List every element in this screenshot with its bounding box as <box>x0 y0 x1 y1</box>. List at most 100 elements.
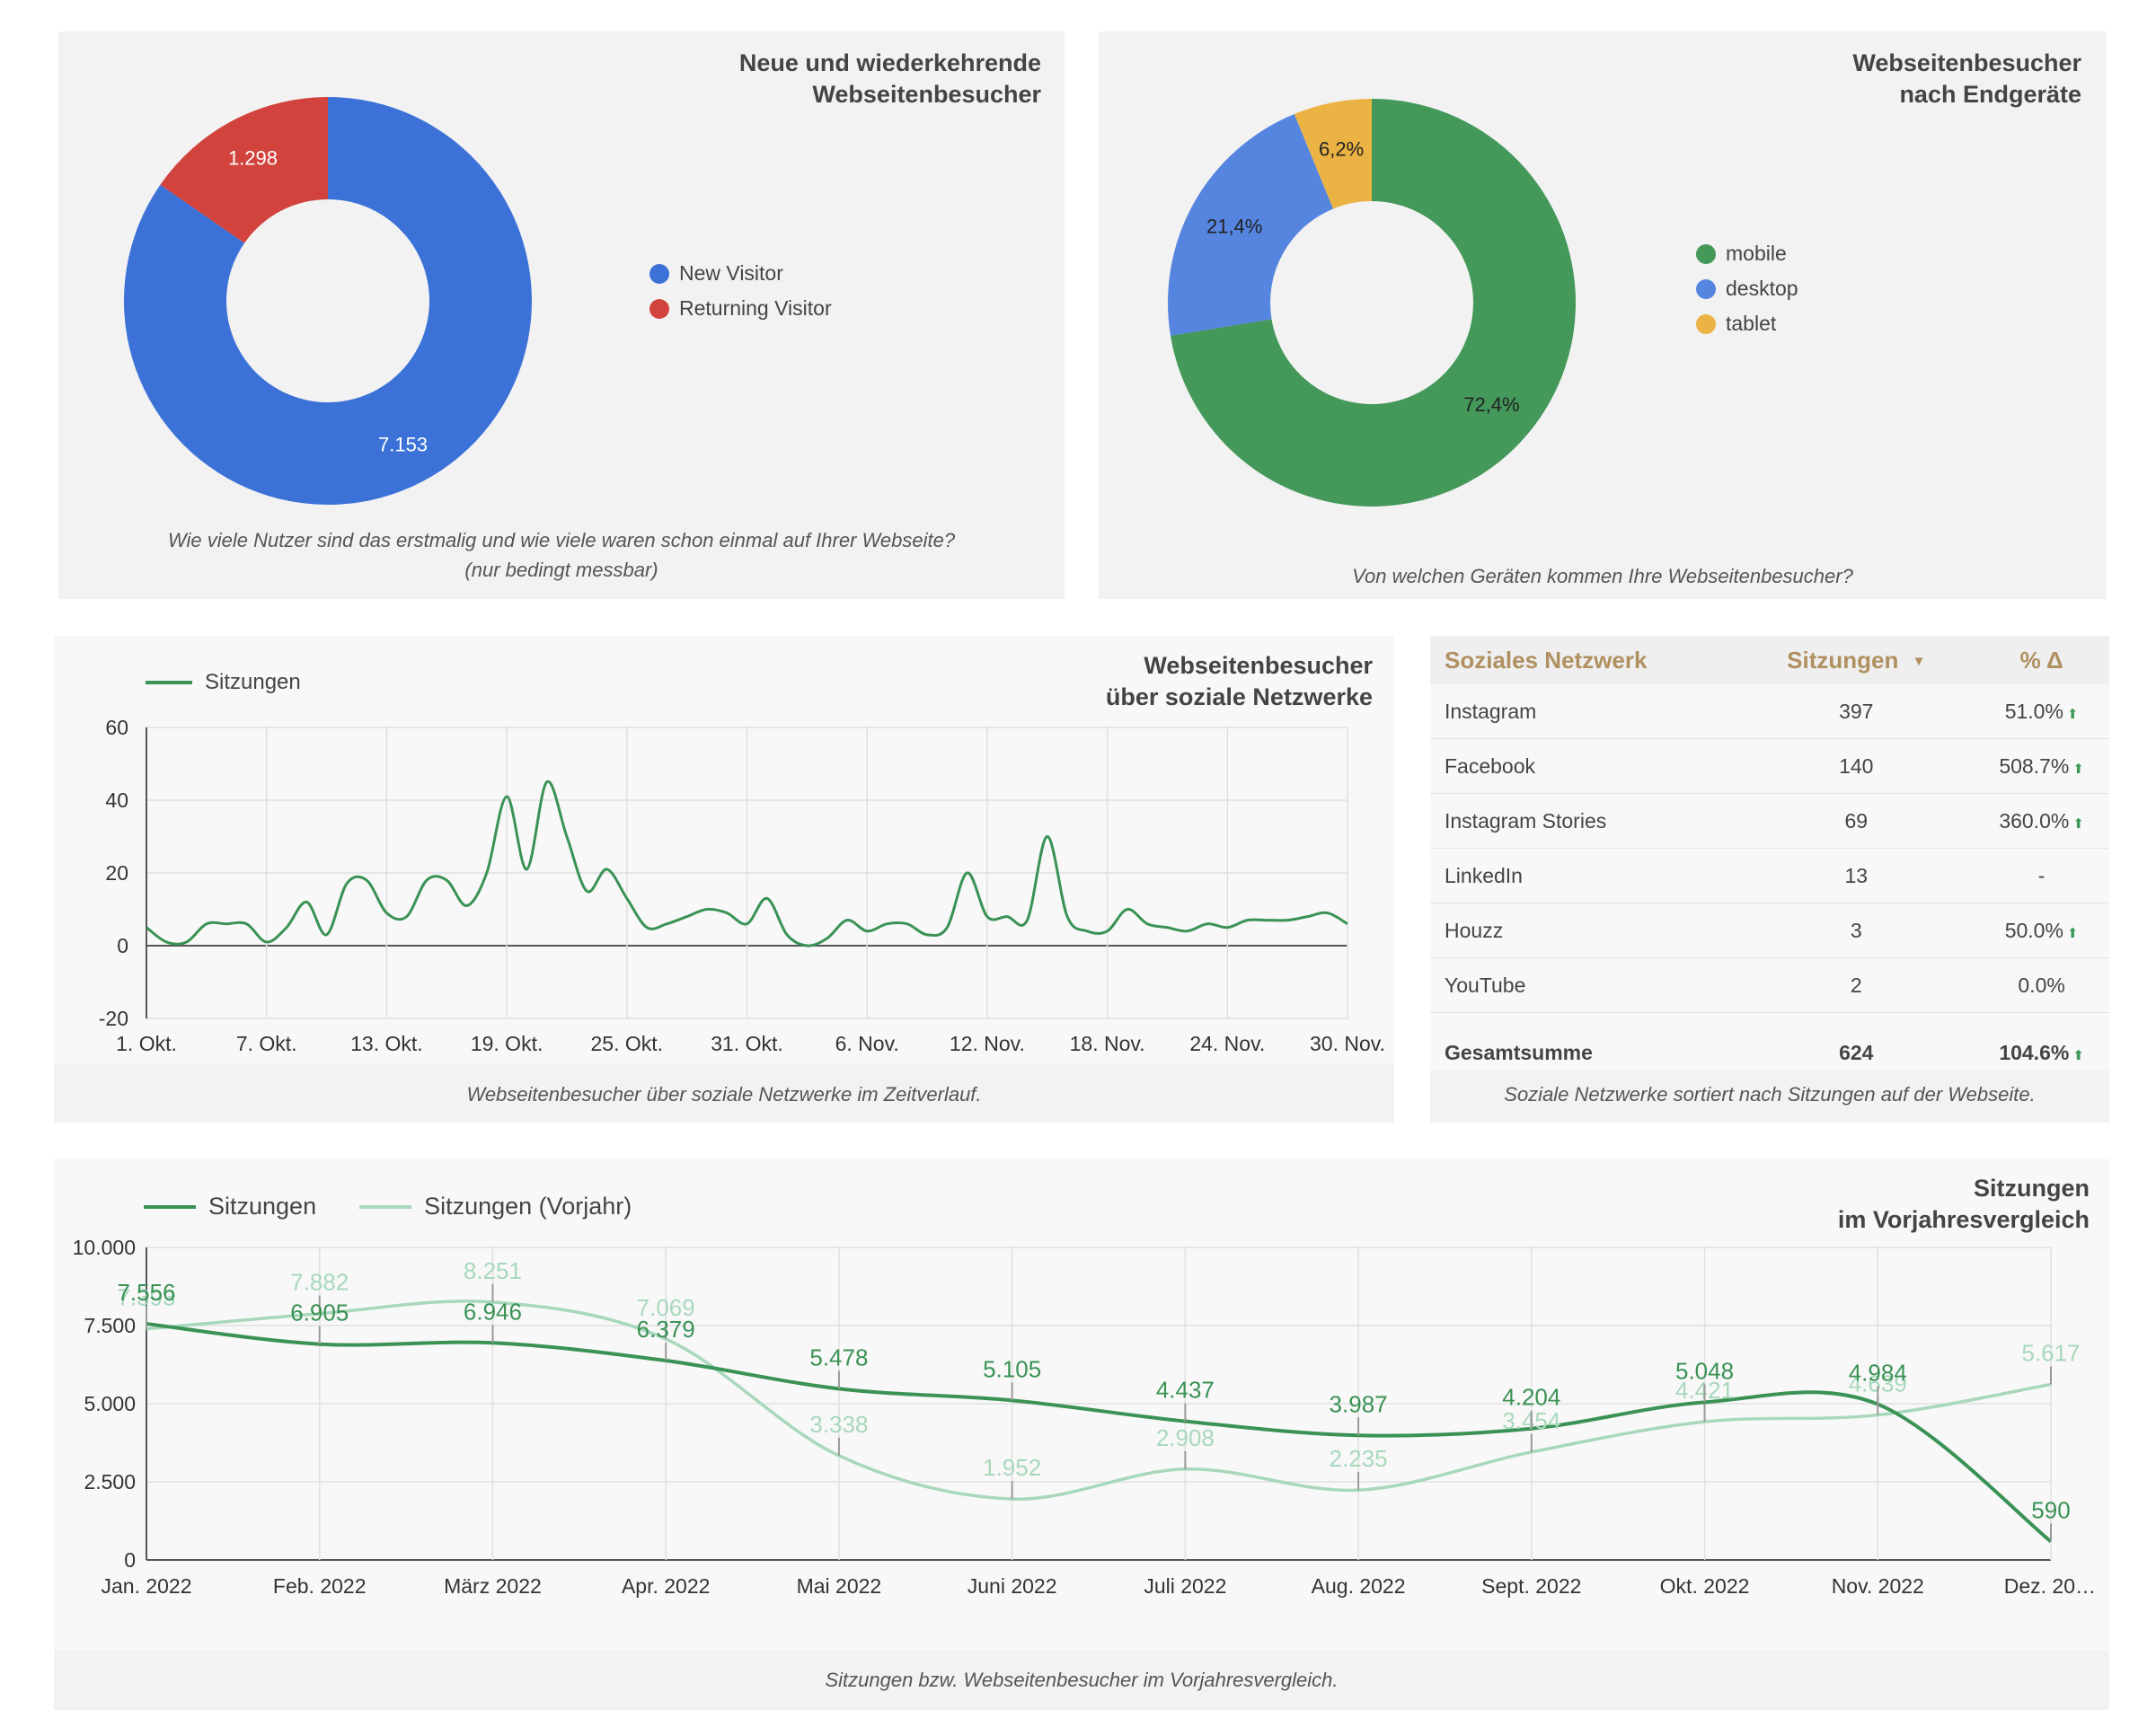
legend-swatch <box>146 681 192 684</box>
table-header-row: Soziales Netzwerk Sitzungen ▼ % Δ <box>1430 636 2109 684</box>
title-line-2: Webseitenbesucher <box>812 81 1041 108</box>
data-label: 8.251 <box>464 1257 522 1284</box>
x-tick-label: Juli 2022 <box>1144 1574 1226 1598</box>
panel-caption: Sitzungen bzw. Webseitenbesucher im Vorj… <box>825 1669 1339 1691</box>
y-tick-label: 2.500 <box>84 1470 136 1494</box>
legend-item-sitzungen[interactable]: Sitzungen <box>146 670 301 695</box>
social-line-legend: Sitzungen <box>146 670 344 695</box>
legend-item-tablet[interactable]: tablet <box>1696 306 1798 341</box>
column-header-network[interactable]: Soziales Netzwerk <box>1430 636 1739 684</box>
panel-caption: Webseitenbesucher über soziale Netzwerke… <box>466 1083 982 1106</box>
table-row[interactable]: Facebook 140 508.7% ⬆ <box>1430 738 2109 794</box>
x-tick-label: März 2022 <box>444 1574 542 1598</box>
devices-legend: mobile desktop tablet <box>1696 236 1798 341</box>
y-tick-label: 60 <box>105 716 128 739</box>
legend-swatch <box>1696 243 1716 264</box>
slice-label-tablet: 6,2% <box>1319 137 1364 160</box>
chart-area <box>54 1159 2109 1651</box>
data-label: 2.908 <box>1156 1424 1215 1451</box>
panel-title: Webseitenbesucher nach Endgeräte <box>1852 48 2081 110</box>
table-row[interactable]: Instagram 397 51.0% ⬆ <box>1430 684 2109 739</box>
trend-up-icon: ⬆ <box>2072 761 2084 777</box>
legend-label: mobile <box>1726 242 1787 265</box>
cell-delta: - <box>1974 848 2109 903</box>
cell-sessions: 3 <box>1738 903 1975 958</box>
x-tick-label: 24. Nov. <box>1189 1032 1265 1055</box>
panel-caption: Wie viele Nutzer sind das erstmalig und … <box>58 525 1065 585</box>
y-tick-label: 20 <box>105 861 128 885</box>
cell-network: Facebook <box>1430 738 1739 794</box>
panel-yoy: Sitzungen im Vorjahresvergleich Sitzunge… <box>54 1159 2109 1710</box>
cell-delta: 360.0% ⬆ <box>1974 793 2109 849</box>
cell-delta: 508.7% ⬆ <box>1974 738 2109 794</box>
slice-desktop <box>1168 114 1334 336</box>
cell-sessions: 13 <box>1738 848 1975 903</box>
panel-caption: Soziale Netzwerke sortiert nach Sitzunge… <box>1504 1083 2036 1106</box>
slice-label-new-visitor: 7.153 <box>378 433 428 455</box>
panel-title: Webseitenbesucher über soziale Netzwerke <box>1106 650 1373 713</box>
data-label: 3.987 <box>1330 1390 1388 1417</box>
y-tick-label: -20 <box>99 1007 128 1030</box>
title-line-1: Sitzungen <box>1974 1175 2090 1202</box>
x-tick-label: Dez. 20… <box>2004 1574 2096 1598</box>
x-tick-label: 31. Okt. <box>711 1032 783 1055</box>
y-tick-label: 5.000 <box>84 1392 136 1415</box>
data-label: 4.437 <box>1156 1377 1215 1404</box>
data-label: 5.048 <box>1675 1357 1734 1384</box>
title-line-1: Webseitenbesucher <box>1852 49 2081 76</box>
slice-mobile <box>1171 99 1576 507</box>
title-line-1: Neue und wiederkehrende <box>738 49 1041 76</box>
legend-item-mobile[interactable]: mobile <box>1696 236 1798 271</box>
legend-swatch <box>649 298 669 319</box>
new-returning-legend: New Visitor Returning Visitor <box>649 256 832 326</box>
x-tick-label: Nov. 2022 <box>1832 1574 1924 1598</box>
x-tick-label: Mai 2022 <box>797 1574 882 1598</box>
new-returning-donut: 7.153 1.298 <box>124 97 532 505</box>
column-header-delta[interactable]: % Δ <box>1974 636 2109 684</box>
table-total-row[interactable]: Gesamtsumme 624 104.6% ⬆ <box>1430 1013 2109 1093</box>
data-label: 2.235 <box>1330 1445 1388 1472</box>
legend-item-sitzungen-vorjahr[interactable]: Sitzungen (Vorjahr) <box>359 1193 632 1220</box>
cell-network: LinkedIn <box>1430 848 1739 903</box>
legend-swatch <box>649 263 669 284</box>
data-label: 4.984 <box>1849 1360 1907 1387</box>
legend-swatch <box>1696 313 1716 334</box>
cell-delta: 51.0% ⬆ <box>1974 684 2109 739</box>
trend-up-icon: ⬆ <box>2066 706 2079 722</box>
data-label: 590 <box>2031 1496 2070 1523</box>
slice-returning-visitor <box>160 97 328 243</box>
table-row[interactable]: LinkedIn 13- <box>1430 848 2109 903</box>
x-tick-label: 30. Nov. <box>1310 1032 1385 1055</box>
table-row[interactable]: Houzz 3 50.0% ⬆ <box>1430 903 2109 958</box>
column-header-sessions[interactable]: Sitzungen ▼ <box>1738 636 1975 684</box>
panel-social-line: Webseitenbesucher über soziale Netzwerke… <box>54 636 1394 1123</box>
x-tick-label: 18. Nov. <box>1070 1032 1145 1055</box>
x-tick-label: 6. Nov. <box>835 1032 899 1055</box>
legend-label: desktop <box>1726 277 1798 300</box>
x-tick-label: 1. Okt. <box>116 1032 177 1055</box>
data-label: 7.882 <box>290 1269 349 1296</box>
legend-item-desktop[interactable]: desktop <box>1696 271 1798 306</box>
x-tick-label: Feb. 2022 <box>273 1574 367 1598</box>
legend-item-new-visitor[interactable]: New Visitor <box>649 256 832 291</box>
cell-sessions: 69 <box>1738 793 1975 849</box>
trend-up-icon: ⬆ <box>2072 1047 2084 1063</box>
table-row[interactable]: Instagram Stories 69 360.0% ⬆ <box>1430 793 2109 849</box>
legend-item-sitzungen[interactable]: Sitzungen <box>144 1193 316 1220</box>
series-line-sitzungen-vorjahr <box>146 1300 2052 1501</box>
slice-new-visitor <box>124 97 532 505</box>
series-line-sitzungen <box>146 780 1348 947</box>
trend-up-icon: ⬆ <box>2072 815 2084 832</box>
y-tick-label: 7.500 <box>84 1314 136 1337</box>
cell-network: Instagram <box>1430 684 1739 739</box>
legend-swatch <box>1696 278 1716 299</box>
cell-network: Gesamtsumme <box>1445 1040 1593 1064</box>
table-row[interactable]: YouTube 2 0.0% <box>1430 957 2109 1013</box>
x-tick-label: Sept. 2022 <box>1481 1574 1581 1598</box>
cell-delta: 50.0% ⬆ <box>1974 903 2109 958</box>
slice-label-returning-visitor: 1.298 <box>228 147 278 170</box>
legend-label: New Visitor <box>679 261 783 285</box>
sort-descending-icon[interactable]: ▼ <box>1912 654 1926 670</box>
social-line-chart: 60 40 20 0 -201. Okt. 7. Okt. 13. Okt. 19. Okt.… <box>99 716 1385 1055</box>
legend-item-returning-visitor[interactable]: Returning Visitor <box>649 291 832 326</box>
